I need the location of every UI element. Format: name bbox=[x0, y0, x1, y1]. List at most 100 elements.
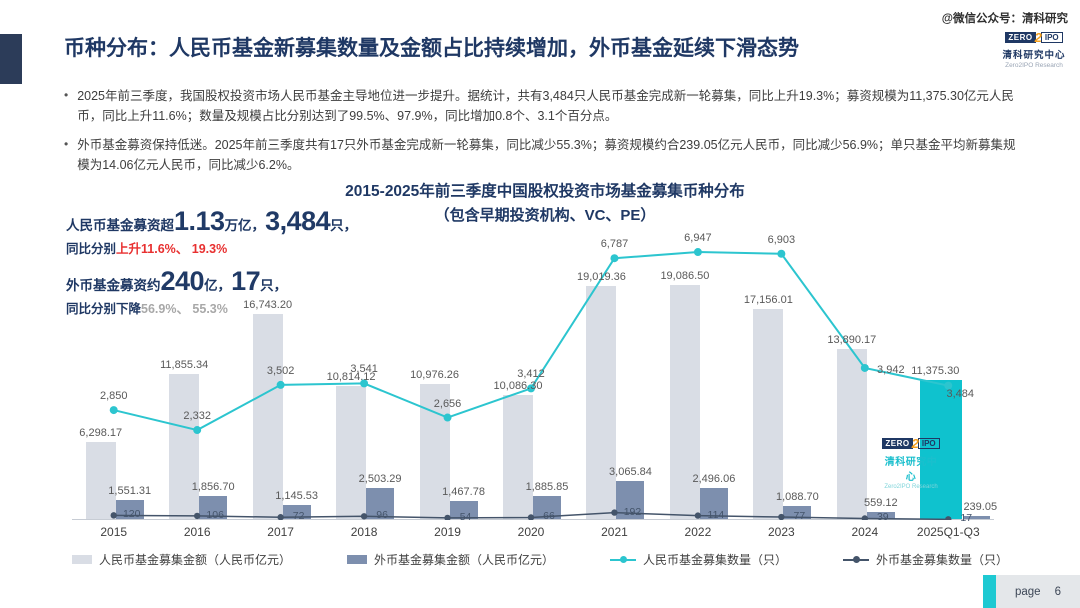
bar-rmb-amount bbox=[336, 386, 367, 519]
label-rmb-count: 6,947 bbox=[684, 232, 712, 245]
label-rmb-count: 2,332 bbox=[183, 410, 211, 423]
label-foreign-amount: 1,088.70 bbox=[775, 490, 819, 503]
foreign-count-highlight: 17 bbox=[231, 266, 261, 296]
rmb-summary-line: 人民币基金募资超1.13万亿，3,484只， bbox=[66, 206, 358, 236]
bullet-item-foreign: • 外币基金募资保持低迷。2025年前三季度共有17只外币基金完成新一轮募集，同… bbox=[64, 135, 1016, 175]
bullet-dot: • bbox=[64, 88, 69, 102]
x-axis-tick: 2025Q1-Q3 bbox=[916, 525, 980, 539]
label-rmb-count: 6,903 bbox=[767, 233, 796, 246]
label-foreign-amount: 1,467.78 bbox=[442, 486, 485, 499]
rmb-count-point bbox=[610, 254, 619, 263]
chart-title-block: 2015-2025年前三季度中国股权投资市场基金募集币种分布 （包含早期投资机构… bbox=[90, 179, 1000, 225]
summary-annotations: 人民币基金募资超1.13万亿，3,484只， 同比分别上升11.6%、 19.3… bbox=[66, 206, 386, 317]
bar-foreign-amount bbox=[964, 516, 991, 519]
logo-zero-badge: ZERO bbox=[882, 438, 913, 449]
rmb-yoy-line: 同比分别上升11.6%、 19.3% bbox=[66, 242, 228, 256]
zero2ipo-logo: ZERO 2 IPO 清科研究中心 Zero2IPO Research bbox=[1002, 30, 1066, 69]
label-rmb-count: 2,850 bbox=[99, 390, 128, 403]
label-foreign-amount: 559.12 bbox=[863, 497, 898, 510]
legend-item-foreign-amount: 外币基金募集金额（人民币亿元） bbox=[346, 551, 554, 568]
bullet-list: • 2025年前三季度，我国股权投资市场人民币基金主导地位进一步提升。据统计，共… bbox=[64, 86, 1016, 184]
label-foreign-amount: 1,885.85 bbox=[525, 480, 569, 493]
label-foreign-count: 106 bbox=[206, 508, 224, 521]
page-number-box: page 6 bbox=[996, 575, 1080, 608]
bullet-item-rmb: • 2025年前三季度，我国股权投资市场人民币基金主导地位进一步提升。据统计，共… bbox=[64, 86, 1016, 126]
x-axis-tick: 2021 bbox=[601, 525, 628, 539]
foreign-yoy-line: 同比分别下降56.9%、 55.3% bbox=[66, 302, 228, 316]
logo-org-name: 清科研究中心 bbox=[1002, 50, 1066, 61]
label-rmb-count: 3,942 bbox=[877, 363, 905, 376]
label-foreign-amount: 239.05 bbox=[963, 501, 998, 514]
label-foreign-count: 77 bbox=[793, 510, 806, 523]
foreign-summary-line: 外币基金募资约240亿，17只， bbox=[66, 266, 288, 296]
label-foreign-amount: 2,496.06 bbox=[692, 473, 736, 486]
label-rmb-amount: 10,086.30 bbox=[493, 380, 543, 393]
bar-rmb-amount bbox=[836, 348, 867, 519]
label-rmb-amount: 19,019.36 bbox=[576, 270, 626, 283]
label-foreign-count: 66 bbox=[543, 510, 555, 523]
x-axis-tick: 2020 bbox=[517, 525, 545, 539]
label-foreign-amount: 1,145.53 bbox=[275, 489, 319, 502]
label-foreign-amount: 2,503.29 bbox=[358, 473, 402, 486]
page-label: page bbox=[1015, 585, 1041, 598]
label-foreign-count: 192 bbox=[623, 505, 642, 518]
logo-ipo-badge: IPO bbox=[917, 438, 940, 449]
rmb-yoy-values: 上升11.6%、 19.3% bbox=[116, 242, 228, 256]
label-rmb-amount: 17,156.01 bbox=[743, 293, 793, 306]
chart-watermark-logo: ZERO 2 IPO 清科研究中心 Zero2IPO Research bbox=[882, 436, 940, 490]
label-rmb-count: 2,656 bbox=[433, 397, 462, 410]
bar-rmb-amount bbox=[586, 285, 617, 519]
legend-swatch-rmb-amount bbox=[71, 555, 92, 564]
label-rmb-amount: 11,375.30 bbox=[911, 364, 960, 377]
bar-rmb-amount bbox=[169, 373, 200, 519]
legend-swatch-foreign-amount bbox=[346, 555, 367, 564]
chart-subtitle: （包含早期投资机构、VC、PE） bbox=[434, 207, 656, 224]
logo-zero-badge: ZERO bbox=[1005, 32, 1036, 43]
bar-rmb-amount bbox=[252, 313, 283, 519]
legend-swatch-foreign-count bbox=[843, 555, 870, 564]
label-rmb-count: 3,484 bbox=[946, 387, 975, 400]
label-foreign-count: 114 bbox=[707, 508, 725, 521]
label-foreign-count: 54 bbox=[459, 510, 472, 523]
x-axis-tick: 2024 bbox=[851, 525, 879, 539]
x-axis-tick: 2016 bbox=[183, 525, 211, 539]
label-foreign-count: 96 bbox=[376, 509, 388, 522]
label-rmb-amount: 13,890.17 bbox=[827, 333, 877, 346]
x-axis-tick: 2017 bbox=[267, 525, 294, 539]
legend-swatch-rmb-count bbox=[610, 555, 636, 564]
label-rmb-amount: 19,086.50 bbox=[660, 270, 710, 282]
rmb-count-highlight: 3,484 bbox=[265, 206, 331, 236]
logo-org-subtitle: Zero2IPO Research bbox=[884, 484, 938, 490]
label-foreign-amount: 1,551.31 bbox=[108, 484, 152, 497]
label-rmb-count: 6,787 bbox=[600, 238, 629, 251]
logo-org-subtitle: Zero2IPO Research bbox=[1005, 62, 1063, 69]
rmb-count-point bbox=[109, 406, 118, 415]
x-axis-tick: 2023 bbox=[768, 525, 795, 539]
rmb-amount-highlight: 1.13 bbox=[174, 206, 225, 236]
rmb-count-point bbox=[777, 249, 786, 258]
label-rmb-amount: 10,976.26 bbox=[410, 369, 459, 382]
title-accent-bar bbox=[0, 34, 22, 84]
footer-accent-bar bbox=[983, 575, 996, 608]
social-watermark: @微信公众号：清科研究 bbox=[941, 13, 1068, 25]
foreign-amount-highlight: 240 bbox=[160, 266, 205, 296]
combo-chart-plot: 120 6,298.17 1,551.31 2,850 2015 106 11,855.34… bbox=[72, 232, 997, 539]
bar-rmb-amount bbox=[85, 441, 116, 519]
bar-rmb-amount bbox=[503, 395, 533, 519]
chart-title: 2015-2025年前三季度中国股权投资市场基金募集币种分布 bbox=[345, 183, 745, 200]
page-title: 币种分布：人民币基金新募集数量及金额占比持续增加，外币基金延续下滑态势 bbox=[64, 37, 799, 60]
label-foreign-count: 72 bbox=[292, 510, 305, 523]
bullet-text-foreign: 外币基金募资保持低迷。2025年前三季度共有17只外币基金完成新一轮募集，同比减… bbox=[77, 138, 1016, 172]
bullet-dot: • bbox=[64, 137, 69, 151]
bar-rmb-amount bbox=[753, 308, 784, 519]
label-foreign-amount: 3,065.84 bbox=[609, 466, 652, 479]
label-rmb-count: 3,502 bbox=[266, 364, 295, 377]
label-foreign-count: 39 bbox=[876, 511, 889, 524]
x-axis-tick: 2015 bbox=[100, 525, 128, 539]
legend-item-rmb-amount: 人民币基金募集金额（人民币亿元） bbox=[71, 551, 291, 568]
label-rmb-amount: 11,855.34 bbox=[160, 358, 209, 371]
label-foreign-amount: 1,856.70 bbox=[191, 481, 235, 494]
rmb-count-point bbox=[693, 248, 702, 257]
legend-item-foreign-count: 外币基金募集数量（只） bbox=[843, 551, 1008, 568]
logo-ipo-badge: IPO bbox=[1040, 32, 1063, 43]
